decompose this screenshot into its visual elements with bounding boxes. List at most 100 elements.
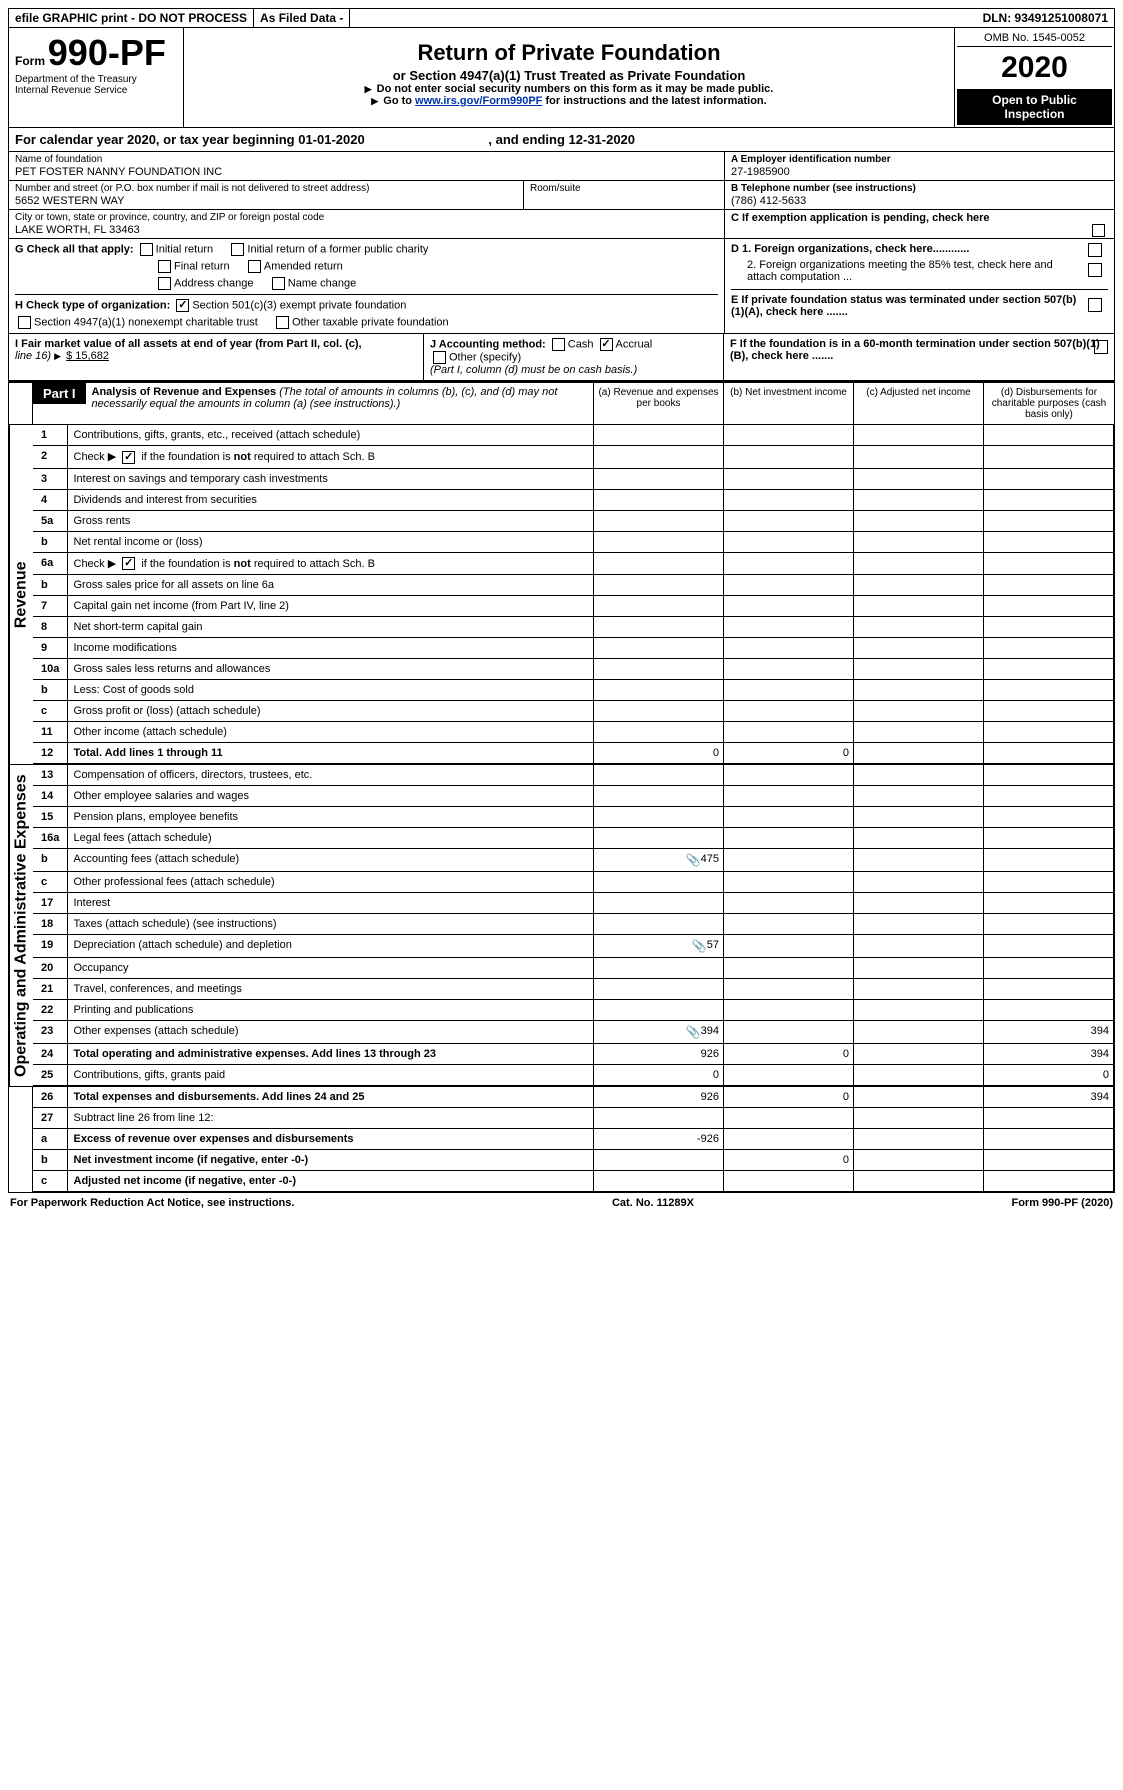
col-b-value — [724, 489, 854, 510]
row-number: 15 — [33, 807, 67, 828]
h-4947-checkbox[interactable] — [18, 316, 31, 329]
footer-year: 2020 — [1085, 1197, 1109, 1209]
h-opt1: Section 501(c)(3) exempt private foundat… — [192, 299, 406, 311]
col-d-value: 394 — [984, 1087, 1114, 1108]
d1-checkbox[interactable] — [1088, 243, 1102, 257]
col-b-value — [724, 958, 854, 979]
c-label: C If exemption application is pending, c… — [731, 212, 990, 224]
row-desc: Check ▶ ✓ if the foundation is not requi… — [67, 552, 594, 575]
tel-value: (786) 412-5633 — [731, 194, 1108, 207]
col-d-value — [984, 935, 1114, 958]
addr-label: Number and street (or P.O. box number if… — [15, 183, 517, 194]
section-g-d: G Check all that apply: Initial return I… — [8, 239, 1115, 334]
row-number: 9 — [33, 638, 67, 659]
col-a-value: 0 — [594, 1065, 724, 1086]
form-header: Form 990-PF Department of the Treasury I… — [8, 28, 1115, 128]
col-c-value — [854, 1129, 984, 1150]
attachment-icon[interactable] — [685, 853, 701, 867]
col-c-value — [854, 638, 984, 659]
row-desc: Contributions, gifts, grants paid — [67, 1065, 594, 1086]
col-c-value — [854, 765, 984, 786]
col-b-value — [724, 680, 854, 701]
col-c-value — [854, 1065, 984, 1086]
col-b-value — [724, 828, 854, 849]
j-label: J Accounting method: — [430, 338, 546, 350]
j-accrual-checkbox[interactable]: ✓ — [600, 338, 613, 351]
g-namechg-checkbox[interactable] — [272, 277, 285, 290]
col-d-value — [984, 872, 1114, 893]
g-initial-checkbox[interactable] — [140, 243, 153, 256]
d2-checkbox[interactable] — [1088, 263, 1102, 277]
col-a-value — [594, 617, 724, 638]
attachment-icon[interactable] — [685, 1025, 701, 1039]
col-b-value — [724, 765, 854, 786]
tax-year: 2020 — [957, 47, 1112, 89]
g-final-checkbox[interactable] — [158, 260, 171, 273]
col-a-value — [594, 872, 724, 893]
col-d-value — [984, 979, 1114, 1000]
col-a-value: 475 — [594, 849, 724, 872]
row-desc: Other expenses (attach schedule) — [67, 1021, 594, 1044]
col-b-value — [724, 701, 854, 722]
j-cash-checkbox[interactable] — [552, 338, 565, 351]
col-d-value — [984, 489, 1114, 510]
g-amended-checkbox[interactable] — [248, 260, 261, 273]
d1-label: D 1. Foreign organizations, check here..… — [731, 243, 969, 255]
col-b-value — [724, 425, 854, 446]
col-b-value — [724, 552, 854, 575]
room-label: Room/suite — [530, 183, 718, 194]
col-d-value — [984, 893, 1114, 914]
col-c-value — [854, 893, 984, 914]
col-d-value — [984, 510, 1114, 531]
col-b-value — [724, 659, 854, 680]
g-opt3: Final return — [174, 260, 230, 272]
f-checkbox[interactable] — [1094, 340, 1108, 354]
col-a-value — [594, 979, 724, 1000]
i-label: I Fair market value of all assets at end… — [15, 338, 362, 350]
h-501c3-checkbox[interactable]: ✓ — [176, 299, 189, 312]
row-number: 1 — [33, 425, 67, 446]
cal-begin: For calendar year 2020, or tax year begi… — [15, 132, 365, 147]
row-number: b — [33, 680, 67, 701]
g-opt4: Amended return — [264, 260, 343, 272]
c-checkbox[interactable] — [1092, 224, 1105, 237]
j-other-checkbox[interactable] — [433, 351, 446, 364]
row-number: 2 — [33, 446, 67, 469]
part1-label: Part I — [33, 383, 86, 404]
row-desc: Other income (attach schedule) — [67, 722, 594, 743]
col-c-value — [854, 1021, 984, 1044]
row-number: 8 — [33, 617, 67, 638]
row-number: 17 — [33, 893, 67, 914]
g-addrchg-checkbox[interactable] — [158, 277, 171, 290]
row-desc: Gross profit or (loss) (attach schedule) — [67, 701, 594, 722]
col-d-value — [984, 425, 1114, 446]
g-initial-former-checkbox[interactable] — [231, 243, 244, 256]
col-b-value — [724, 468, 854, 489]
col-d-value — [984, 807, 1114, 828]
col-c-value — [854, 958, 984, 979]
col-d-value — [984, 765, 1114, 786]
row-number: 27 — [33, 1108, 67, 1129]
col-c-value — [854, 531, 984, 552]
col-c-value — [854, 425, 984, 446]
h-other-checkbox[interactable] — [276, 316, 289, 329]
row-desc: Accounting fees (attach schedule) — [67, 849, 594, 872]
col-c-value — [854, 446, 984, 469]
col-d-value — [984, 596, 1114, 617]
i-value: $ 15,682 — [66, 350, 109, 362]
irs-link[interactable]: www.irs.gov/Form990PF — [415, 95, 542, 107]
h-opt3: Other taxable private foundation — [292, 316, 449, 328]
row-number: b — [33, 1150, 67, 1171]
row-desc: Net short-term capital gain — [67, 617, 594, 638]
col-d-value — [984, 1150, 1114, 1171]
col-c-value — [854, 510, 984, 531]
col-a-value — [594, 1150, 724, 1171]
col-c-value — [854, 807, 984, 828]
tel-label: B Telephone number (see instructions) — [731, 183, 1108, 194]
efile-label: efile GRAPHIC print - DO NOT PROCESS — [9, 9, 254, 27]
row-number: 6a — [33, 552, 67, 575]
row-desc: Subtract line 26 from line 12: — [67, 1108, 594, 1129]
e-checkbox[interactable] — [1088, 298, 1102, 312]
bottom-section: 26Total expenses and disbursements. Add … — [8, 1087, 1115, 1193]
attachment-icon[interactable] — [691, 939, 707, 953]
